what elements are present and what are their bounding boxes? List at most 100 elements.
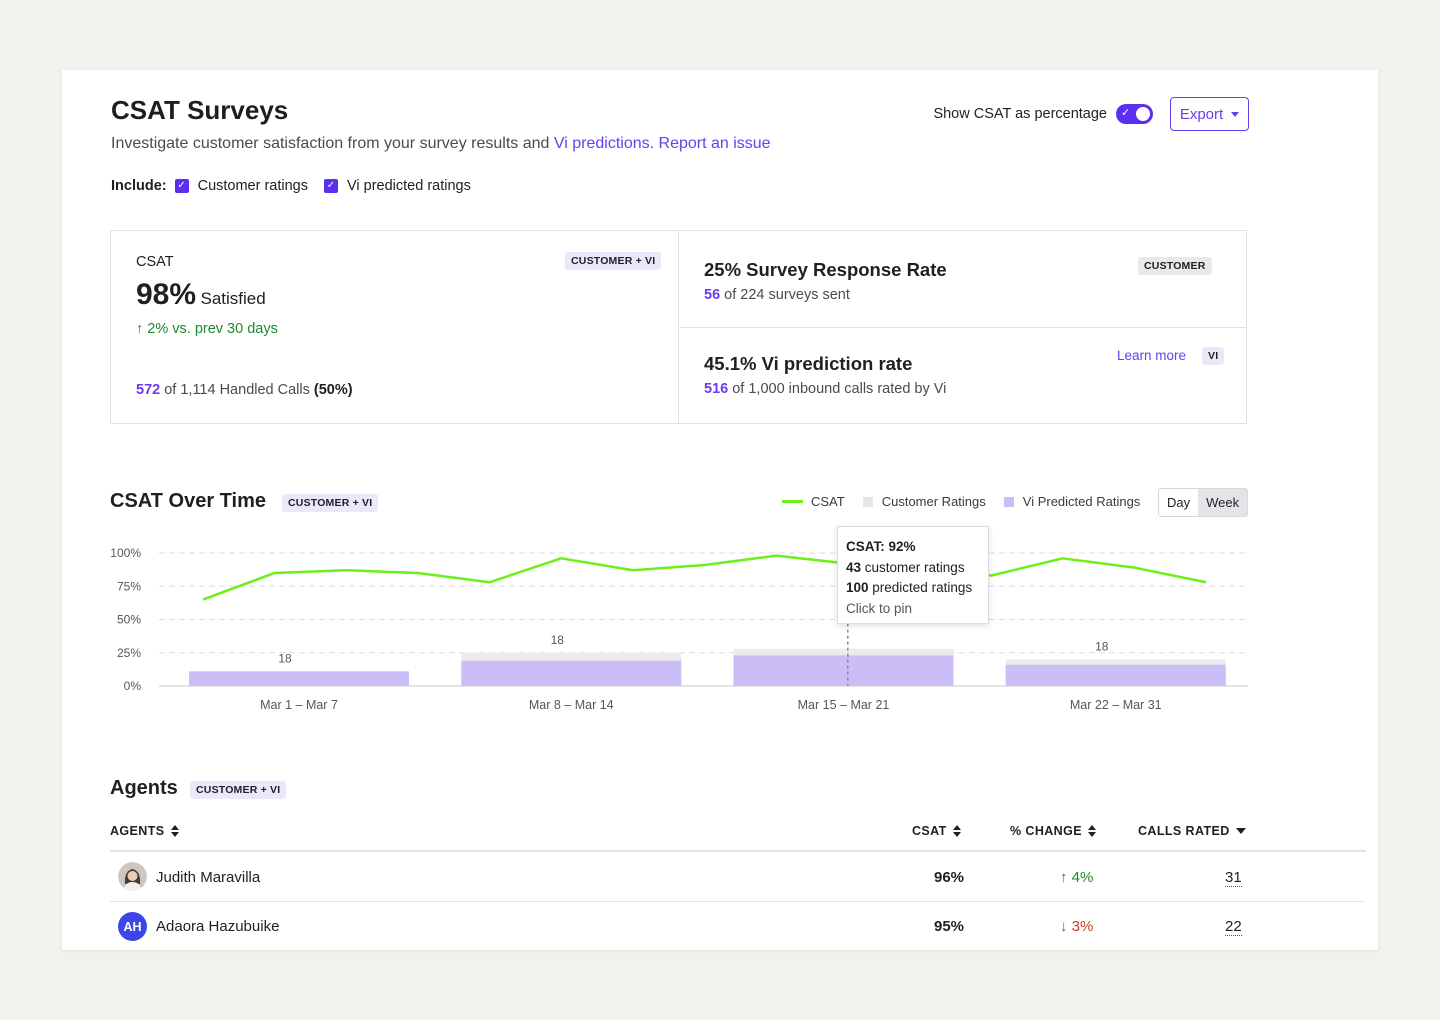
- chart-tooltip[interactable]: CSAT: 92% 43 customer ratings 100 predic…: [837, 526, 989, 624]
- response-rate-title: 25% Survey Response Rate: [704, 259, 947, 280]
- change-column-header[interactable]: % CHANGE: [1010, 824, 1096, 838]
- survey-count: 56: [704, 287, 721, 303]
- customer-vi-badge: CUSTOMER + VI: [282, 494, 379, 512]
- report-issue-link[interactable]: Report an issue: [658, 135, 771, 152]
- calls-rated-column-header[interactable]: CALLS RATED: [1138, 824, 1246, 838]
- handled-calls-summary: 572 of 1,114 Handled Calls (50%): [136, 382, 353, 398]
- export-label: Export: [1179, 105, 1224, 123]
- stats-panel: CSAT CUSTOMER + VI 98% Satisfied ↑ 2% vs…: [110, 230, 1247, 424]
- day-segment[interactable]: Day: [1167, 495, 1191, 510]
- check-icon: ✓: [1121, 107, 1131, 119]
- vi-predicted-swatch: [1003, 496, 1014, 507]
- arrow-up-icon: ↑: [136, 321, 144, 337]
- toggle-label: Show CSAT as percentage: [933, 106, 1107, 122]
- csat-line: [202, 554, 1207, 601]
- granularity-toggle: Day Week: [1158, 488, 1249, 517]
- x-tick-label: Mar 22 – Mar 31: [1070, 698, 1162, 712]
- agent-calls-rated[interactable]: 22: [1225, 918, 1242, 936]
- table-row[interactable]: AH Adaora Hazubuike 95% ↓ 3% 22: [110, 902, 1365, 950]
- x-tick-label: Mar 15 – Mar 21: [798, 698, 890, 712]
- sort-icon: [1087, 825, 1096, 837]
- vi-predicted-ratings-checkbox[interactable]: ✓ Vi predicted ratings: [324, 178, 471, 194]
- customer-vi-badge: CUSTOMER + VI: [190, 781, 287, 799]
- vi-predicted-bar: [1005, 664, 1226, 686]
- table-row[interactable]: Judith Maravilla 96% ↑ 4% 31: [110, 852, 1365, 901]
- agent-change: ↑ 4%: [1060, 869, 1093, 886]
- bar-data-label: 18: [551, 633, 565, 647]
- chart-legend: CSAT Customer Ratings Vi Predicted Ratin…: [782, 494, 1140, 509]
- tooltip-predicted-text: predicted ratings: [868, 580, 973, 595]
- prediction-text: of 1,000 inbound calls rated by Vi: [728, 381, 947, 397]
- toggle-knob: [1136, 107, 1150, 121]
- agents-column-header[interactable]: AGENTS: [110, 824, 179, 838]
- vi-predicted-bar: [189, 671, 409, 686]
- tooltip-customer-line: 43 customer ratings: [846, 558, 980, 579]
- vi-predicted-bar: [733, 655, 954, 686]
- caret-down-icon: [1231, 111, 1240, 117]
- csat-value-line: 98% Satisfied: [136, 278, 266, 312]
- tooltip-customer-count: 43: [846, 559, 862, 575]
- csat-value-suffix: Satisfied: [200, 289, 266, 308]
- customer-ratings-checkbox[interactable]: ✓ Customer ratings: [174, 178, 308, 194]
- survey-response-card: 25% Survey Response Rate CUSTOMER 56 of …: [680, 231, 1246, 328]
- avatar: AH: [118, 912, 147, 941]
- subtitle-text: Investigate customer satisfaction from y…: [111, 135, 554, 152]
- csat-over-time-title: CSAT Over Time: [110, 490, 266, 512]
- csat-trend: ↑ 2% vs. prev 30 days: [136, 321, 278, 337]
- customer-vi-badge: CUSTOMER + VI: [565, 252, 662, 270]
- change-column-label: % CHANGE: [1010, 824, 1082, 838]
- csat-trend-text: 2% vs. prev 30 days: [147, 321, 278, 337]
- handled-pct: (50%): [313, 382, 353, 398]
- export-button[interactable]: Export: [1170, 97, 1249, 131]
- avatar: [118, 862, 147, 891]
- tooltip-customer-text: customer ratings: [861, 559, 965, 575]
- arrow-down-icon: ↓: [1060, 918, 1068, 935]
- agent-change-value: 4%: [1071, 869, 1094, 886]
- row-divider: [110, 901, 1365, 902]
- agent-csat: 95%: [934, 918, 965, 935]
- customer-badge: CUSTOMER: [1138, 257, 1212, 275]
- arrow-up-icon: ↑: [1060, 869, 1068, 886]
- prediction-rate-title: 45.1% Vi prediction rate: [704, 353, 913, 374]
- y-tick-label: 25%: [117, 646, 141, 660]
- vi-prediction-card: 45.1% Vi prediction rate Learn more VI 5…: [680, 328, 1246, 423]
- learn-more-link[interactable]: Learn more: [1117, 348, 1187, 363]
- checkbox-checked-icon: ✓: [324, 179, 338, 193]
- checkbox-checked-icon: ✓: [174, 179, 189, 193]
- calls-rated-column-label: CALLS RATED: [1138, 824, 1230, 838]
- handled-count: 572: [136, 382, 161, 398]
- agents-column-label: AGENTS: [110, 824, 165, 838]
- csat-surveys-panel: CSAT Surveys Investigate customer satisf…: [62, 70, 1378, 950]
- vi-badge: VI: [1202, 347, 1225, 365]
- agent-name: Adaora Hazubuike: [156, 918, 280, 935]
- page-title: CSAT Surveys: [111, 95, 289, 125]
- bar-data-label: 18: [278, 651, 292, 665]
- csat-column-label: CSAT: [912, 824, 947, 838]
- agent-change: ↓ 3%: [1060, 918, 1093, 935]
- checkbox-label: Customer ratings: [197, 178, 308, 194]
- csat-percentage-toggle[interactable]: ✓: [1116, 104, 1153, 124]
- surveys-sent-summary: 56 of 224 surveys sent: [704, 287, 850, 303]
- vi-predicted-bar: [461, 660, 682, 686]
- sort-icon: [952, 825, 961, 837]
- legend-csat: CSAT: [811, 494, 845, 509]
- csat-line-swatch: [782, 500, 803, 503]
- y-tick-label: 100%: [110, 546, 141, 560]
- legend-predicted: Vi Predicted Ratings: [1022, 494, 1141, 509]
- y-tick-label: 50%: [117, 613, 141, 627]
- checkbox-label: Vi predicted ratings: [347, 178, 471, 194]
- sort-desc-icon: [1235, 828, 1246, 834]
- csat-label: CSAT: [136, 254, 174, 270]
- vi-predictions-link[interactable]: Vi predictions.: [553, 135, 655, 152]
- csat-over-time-chart[interactable]: 100% 75% 50% 25% 0% 18 Mar 1 – Mar 7 18 Mar 8 – …: [102, 540, 1262, 720]
- agent-calls-rated[interactable]: 31: [1225, 869, 1242, 887]
- customer-ratings-swatch: [862, 496, 873, 507]
- legend-customer: Customer Ratings: [881, 494, 986, 509]
- include-filters: Include: ✓ Customer ratings ✓ Vi predict…: [111, 178, 487, 194]
- csat-column-header[interactable]: CSAT: [912, 824, 961, 838]
- agents-title: Agents: [110, 777, 178, 799]
- tooltip-hint: Click to pin: [846, 600, 913, 616]
- header-divider: [110, 850, 1366, 852]
- week-segment[interactable]: Week: [1198, 489, 1248, 516]
- agent-csat: 96%: [934, 869, 965, 886]
